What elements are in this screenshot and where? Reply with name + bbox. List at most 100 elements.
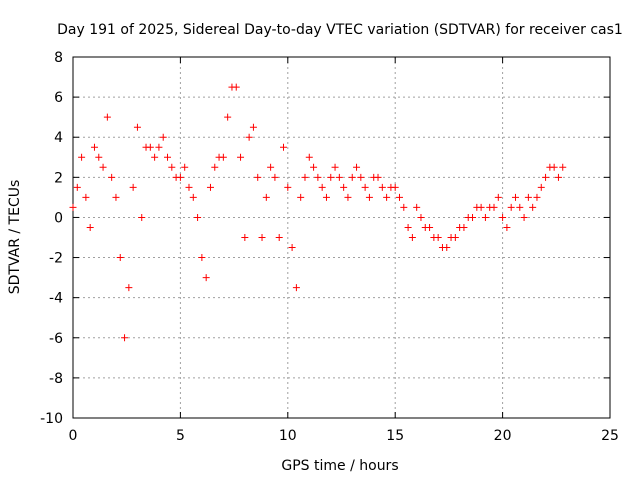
data-point (318, 183, 326, 191)
data-point (391, 183, 399, 191)
data-point (159, 133, 167, 141)
data-point (189, 193, 197, 201)
data-point (232, 83, 240, 91)
data-point (559, 163, 567, 171)
data-point (335, 173, 343, 181)
x-tick-label: 5 (176, 428, 185, 444)
data-point (511, 193, 519, 201)
data-point (340, 183, 348, 191)
data-point (494, 193, 502, 201)
data-point (533, 193, 541, 201)
data-point (417, 213, 425, 221)
data-point (211, 163, 219, 171)
data-point (254, 173, 262, 181)
data-point (116, 254, 124, 262)
data-point (245, 133, 253, 141)
data-point (69, 203, 77, 211)
data-point (151, 153, 159, 161)
data-point (95, 153, 103, 161)
data-point (481, 213, 489, 221)
data-point (529, 203, 537, 211)
y-tick-labels: 8 6 4 2 0 -2 -4 -6 -8 -10 (40, 50, 63, 427)
y-tick-label: -4 (49, 291, 63, 307)
data-point (292, 284, 300, 292)
data-point (181, 163, 189, 171)
plot-frame (72, 56, 611, 419)
data-point (395, 193, 403, 201)
data-point (288, 244, 296, 252)
y-tick-label: -10 (40, 411, 63, 427)
y-tick-label: 0 (54, 210, 63, 226)
x-tick-label: 0 (69, 428, 78, 444)
data-point (378, 183, 386, 191)
data-point (443, 244, 451, 252)
data-point (413, 203, 421, 211)
data-point (426, 223, 434, 231)
data-point (400, 203, 408, 211)
data-point (434, 234, 442, 241)
data-point (516, 203, 524, 211)
x-tick-label: 25 (601, 428, 619, 444)
data-point (78, 153, 86, 161)
data-point (108, 173, 116, 181)
data-point (224, 113, 232, 121)
y-tick-label: 2 (54, 170, 63, 186)
data-point (460, 223, 468, 231)
data-point (297, 193, 305, 201)
data-point (194, 213, 202, 221)
data-point (185, 183, 193, 191)
data-point (249, 123, 257, 131)
chart-title: Day 191 of 2025, Sidereal Day-to-day VTE… (57, 22, 623, 38)
data-point (73, 183, 81, 191)
axis-ticks (72, 56, 611, 419)
x-tick-label: 15 (386, 428, 404, 444)
data-point (310, 163, 318, 171)
data-point (365, 193, 373, 201)
data-point (168, 163, 176, 171)
data-point (275, 234, 283, 241)
data-points (69, 83, 567, 342)
data-point (112, 193, 120, 201)
data-point (507, 203, 515, 211)
data-point (361, 183, 369, 191)
data-point (331, 163, 339, 171)
data-point (271, 173, 279, 181)
data-point (503, 223, 511, 231)
data-point (202, 274, 210, 282)
y-tick-label: -2 (49, 251, 63, 267)
data-point (90, 143, 98, 151)
data-point (301, 173, 309, 181)
data-point (262, 193, 270, 201)
data-point (550, 163, 558, 171)
grid-lines (73, 57, 610, 418)
data-point (520, 213, 528, 221)
data-point (554, 173, 562, 181)
data-point (542, 173, 550, 181)
x-tick-labels: 0 5 10 15 20 25 (69, 428, 619, 444)
y-tick-label: 6 (54, 90, 63, 106)
y-tick-label: -6 (49, 331, 63, 347)
data-point (499, 213, 507, 221)
data-point (176, 173, 184, 181)
data-point (198, 254, 206, 262)
y-tick-label: 8 (54, 50, 63, 66)
data-point (99, 163, 107, 171)
data-point (451, 234, 459, 241)
data-point (353, 163, 361, 171)
data-point (344, 193, 352, 201)
data-point (280, 143, 288, 151)
x-tick-label: 10 (279, 428, 297, 444)
data-point (155, 143, 163, 151)
data-point (322, 193, 330, 201)
data-point (125, 284, 133, 292)
data-point (267, 163, 275, 171)
data-point (146, 143, 154, 151)
data-point (469, 213, 477, 221)
data-point (121, 334, 129, 342)
data-point (237, 153, 245, 161)
data-point (284, 183, 292, 191)
data-point (258, 234, 266, 241)
data-point (82, 193, 90, 201)
data-point (524, 193, 532, 201)
